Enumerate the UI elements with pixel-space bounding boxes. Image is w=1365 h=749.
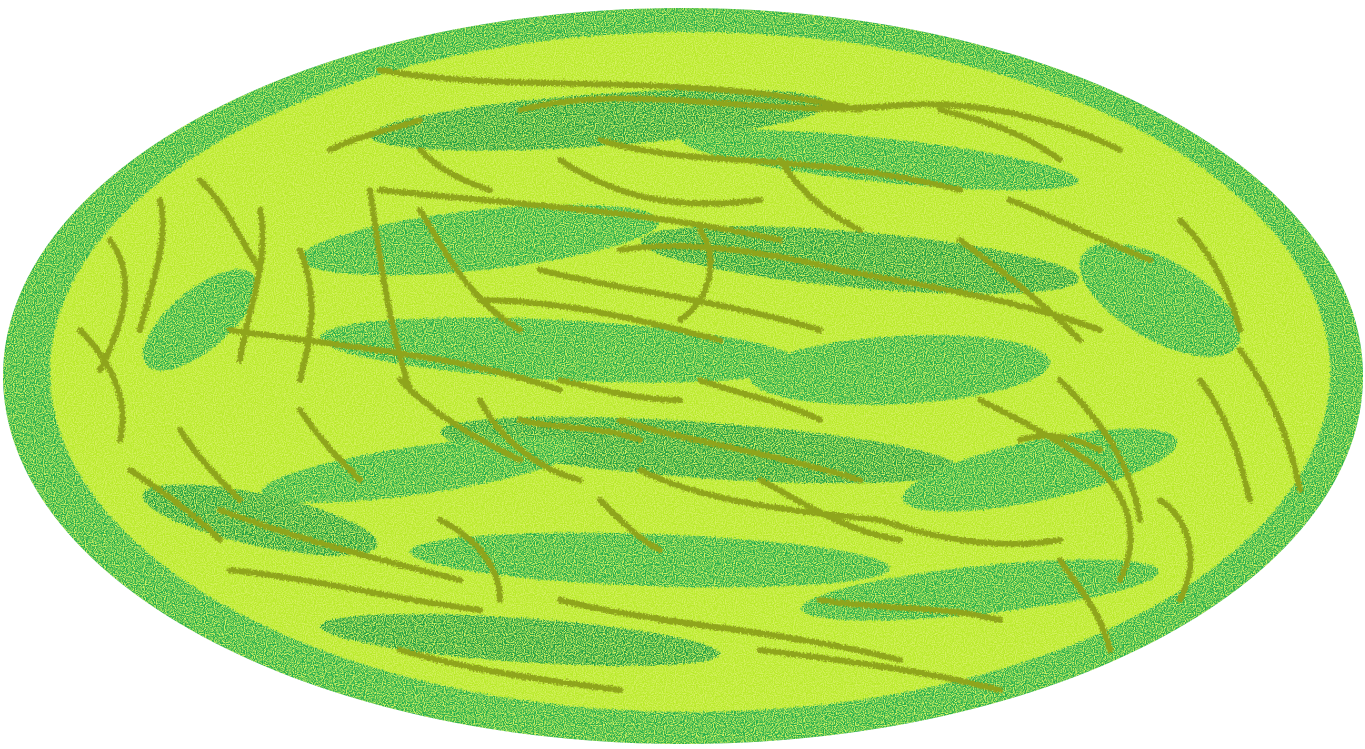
grass-texture-layer [0, 0, 1365, 749]
grass-patch-sprite [0, 0, 1365, 749]
grass-speckle-noise [0, 0, 1365, 749]
game-canvas [0, 0, 1365, 749]
